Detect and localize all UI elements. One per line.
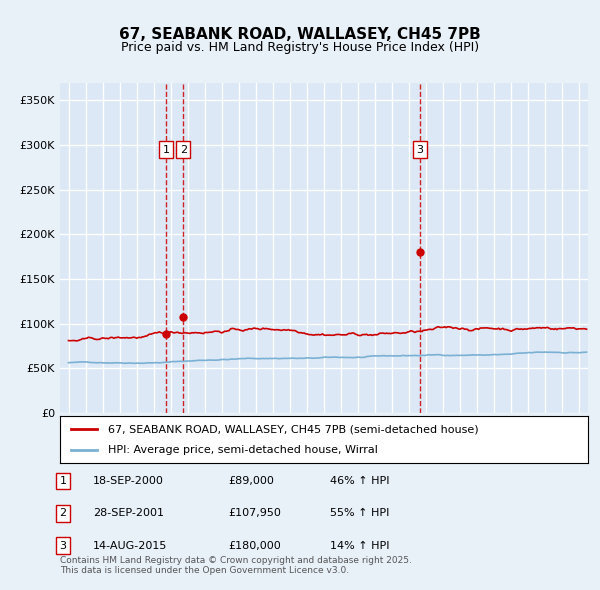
Text: 55% ↑ HPI: 55% ↑ HPI xyxy=(330,509,389,518)
Text: 2: 2 xyxy=(59,509,67,518)
Text: 67, SEABANK ROAD, WALLASEY, CH45 7PB: 67, SEABANK ROAD, WALLASEY, CH45 7PB xyxy=(119,27,481,41)
Text: 14-AUG-2015: 14-AUG-2015 xyxy=(93,541,167,550)
Text: £89,000: £89,000 xyxy=(228,476,274,486)
Text: 3: 3 xyxy=(416,145,423,155)
Text: 1: 1 xyxy=(163,145,169,155)
Text: Contains HM Land Registry data © Crown copyright and database right 2025.
This d: Contains HM Land Registry data © Crown c… xyxy=(60,556,412,575)
Text: 28-SEP-2001: 28-SEP-2001 xyxy=(93,509,164,518)
Text: £180,000: £180,000 xyxy=(228,541,281,550)
Text: 3: 3 xyxy=(59,541,67,550)
Text: 46% ↑ HPI: 46% ↑ HPI xyxy=(330,476,389,486)
Text: Price paid vs. HM Land Registry's House Price Index (HPI): Price paid vs. HM Land Registry's House … xyxy=(121,41,479,54)
Text: 67, SEABANK ROAD, WALLASEY, CH45 7PB (semi-detached house): 67, SEABANK ROAD, WALLASEY, CH45 7PB (se… xyxy=(107,424,478,434)
Text: 18-SEP-2000: 18-SEP-2000 xyxy=(93,476,164,486)
Text: 2: 2 xyxy=(180,145,187,155)
Text: 1: 1 xyxy=(59,476,67,486)
Text: £107,950: £107,950 xyxy=(228,509,281,518)
Text: 14% ↑ HPI: 14% ↑ HPI xyxy=(330,541,389,550)
Text: HPI: Average price, semi-detached house, Wirral: HPI: Average price, semi-detached house,… xyxy=(107,445,377,455)
